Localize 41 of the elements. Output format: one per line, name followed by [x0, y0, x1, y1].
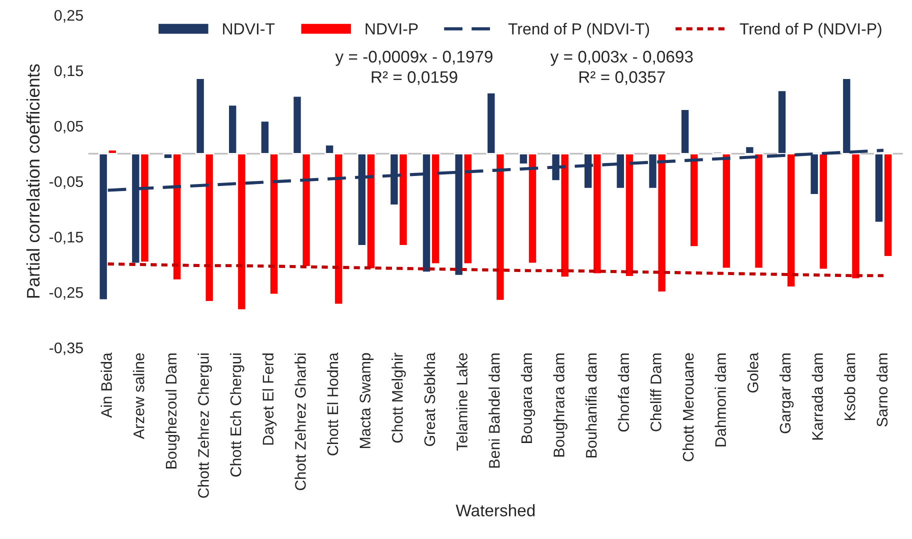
x-tick-label: Macta Swamp: [360, 353, 374, 448]
x-tick-label: Chott Zehrez Chergui: [198, 354, 212, 498]
y-tick-label: -0,25: [49, 287, 83, 300]
x-tick-label: Cheliff Dam: [650, 354, 662, 432]
y-tick-label: -0,35: [49, 342, 83, 356]
y-tick-label: -0,05: [49, 176, 83, 189]
x-tick-label: Chott Ech Chergui: [230, 354, 244, 477]
x-tick-label: Bouhanifia dam: [586, 354, 597, 458]
x-tick-label: Chott Zehrez Gharbi: [294, 354, 306, 490]
x-tick-label: Karrada dam: [812, 354, 823, 440]
legend-label: Trend of P (NDVI-P): [740, 22, 882, 38]
x-tick-label: Ksob dam: [844, 354, 856, 420]
y-tick-label: 0,15: [54, 65, 83, 78]
x-tick-label: Chott Melghir: [392, 352, 406, 443]
x-tick-label: Arzew saline: [133, 353, 144, 440]
y-tick-label: 0,25: [54, 10, 83, 23]
x-tick-label: Boughrara dam: [553, 354, 568, 457]
x-tick-label: Sarno dam: [876, 354, 888, 427]
y-tick-label: 0,05: [54, 120, 83, 134]
annotation: y = 0,003x - 0,0693 R² = 0,0357: [550, 50, 693, 85]
legend-label: NDVI-T: [223, 23, 275, 34]
line-series: [106, 262, 886, 278]
annotation: y = -0,0009x - 0,1979 R² = 0,0159: [335, 50, 492, 85]
x-tick-label: Chott Merouane: [682, 353, 694, 462]
x-tick-label: Boughezoul Dam: [165, 354, 180, 468]
x-tick-label: Gargar dam: [779, 354, 794, 434]
y-tick-label: -0,15: [49, 232, 83, 244]
x-tick-label: Great Sebkha: [424, 352, 436, 446]
x-tick-label: Beni Bahdel dam: [488, 354, 500, 468]
x-tick-label: Telamine Lake: [456, 353, 468, 451]
x-tick-label: Chott El Hodna: [326, 352, 338, 456]
x-tick-label: Bougara dam: [520, 354, 536, 443]
legend-label: NDVI-P: [366, 23, 418, 34]
legend-label: Trend of P (NDVI-T): [508, 22, 650, 38]
x-tick-label: Dayet El Ferd: [262, 353, 277, 445]
x-tick-label: Golea: [747, 352, 758, 393]
x-axis-title: Watershed: [456, 504, 535, 516]
x-tick-label: Ain Beida: [100, 352, 112, 418]
y-axis-title: Partial correlation coefficients: [26, 64, 40, 298]
x-tick-label: Dahmoni dam: [714, 354, 726, 446]
x-tick-label: Chorfa dam: [618, 354, 630, 432]
